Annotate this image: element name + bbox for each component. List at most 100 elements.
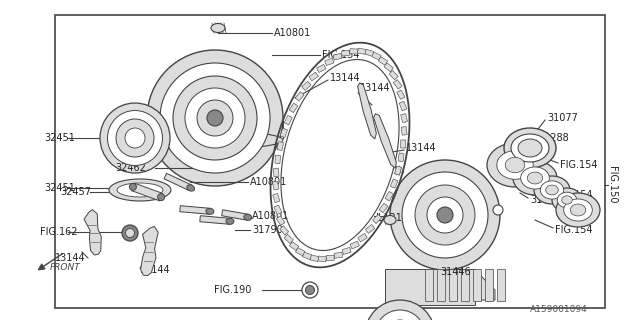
Bar — [395, 166, 401, 175]
Bar — [273, 181, 279, 190]
Polygon shape — [141, 227, 158, 276]
Polygon shape — [401, 152, 402, 162]
Bar — [301, 81, 311, 91]
Ellipse shape — [504, 128, 556, 168]
Circle shape — [147, 50, 283, 186]
Ellipse shape — [540, 181, 564, 199]
Polygon shape — [403, 113, 405, 123]
Bar — [497, 269, 505, 301]
Text: A159001094: A159001094 — [530, 306, 588, 315]
Bar — [401, 127, 407, 135]
Text: FIG.190: FIG.190 — [214, 285, 252, 295]
Polygon shape — [317, 66, 326, 71]
Ellipse shape — [505, 157, 525, 173]
Polygon shape — [350, 243, 359, 247]
Bar — [324, 58, 334, 66]
Bar — [385, 191, 394, 201]
Text: JL1214: JL1214 — [375, 213, 408, 223]
Bar — [399, 101, 407, 111]
Bar — [461, 269, 469, 301]
Bar — [449, 269, 457, 301]
Bar — [277, 142, 284, 150]
Bar — [401, 140, 406, 148]
Ellipse shape — [100, 103, 170, 173]
Bar — [365, 225, 375, 233]
Bar — [295, 92, 304, 101]
Ellipse shape — [557, 192, 577, 208]
Circle shape — [365, 300, 435, 320]
Polygon shape — [395, 80, 401, 88]
Ellipse shape — [305, 285, 314, 294]
Text: 13144: 13144 — [140, 265, 171, 275]
Text: 13144: 13144 — [330, 73, 360, 83]
Text: FIG.162: FIG.162 — [40, 227, 77, 237]
Bar — [358, 234, 367, 242]
Ellipse shape — [187, 185, 195, 191]
Text: FIG.150: FIG.150 — [607, 166, 617, 204]
Polygon shape — [296, 92, 303, 100]
Bar — [275, 155, 280, 164]
Ellipse shape — [157, 194, 164, 201]
Ellipse shape — [125, 128, 145, 148]
Bar — [280, 128, 287, 138]
Text: 13144: 13144 — [55, 253, 86, 263]
Polygon shape — [333, 254, 343, 256]
Text: 31446: 31446 — [440, 267, 470, 277]
Text: 32457: 32457 — [60, 187, 91, 197]
Ellipse shape — [129, 183, 136, 190]
Polygon shape — [390, 72, 397, 79]
Polygon shape — [397, 166, 399, 175]
Polygon shape — [282, 128, 285, 138]
Ellipse shape — [513, 161, 557, 195]
Polygon shape — [365, 51, 374, 54]
Circle shape — [437, 207, 453, 223]
Bar — [333, 53, 342, 60]
Bar — [378, 57, 388, 65]
Bar — [289, 103, 298, 113]
Bar — [372, 214, 381, 224]
Text: 31790: 31790 — [252, 225, 283, 235]
Text: 31288: 31288 — [518, 153, 548, 163]
Bar — [389, 71, 398, 80]
Bar — [342, 247, 351, 254]
Polygon shape — [381, 204, 387, 212]
Bar — [302, 252, 312, 260]
Ellipse shape — [562, 196, 572, 204]
Bar — [425, 269, 433, 301]
Polygon shape — [349, 51, 359, 52]
Text: 31288: 31288 — [538, 133, 569, 143]
Text: FIG.154: FIG.154 — [555, 190, 593, 200]
Polygon shape — [164, 173, 192, 191]
Polygon shape — [385, 64, 392, 70]
Polygon shape — [302, 254, 312, 258]
Polygon shape — [296, 249, 305, 254]
Bar — [398, 153, 404, 162]
Polygon shape — [401, 101, 405, 111]
Circle shape — [197, 100, 233, 136]
Polygon shape — [291, 104, 296, 112]
Polygon shape — [341, 53, 351, 54]
Bar — [395, 166, 401, 175]
Polygon shape — [275, 193, 278, 203]
Circle shape — [375, 310, 425, 320]
Polygon shape — [358, 235, 367, 240]
Polygon shape — [374, 215, 381, 222]
Circle shape — [427, 197, 463, 233]
Bar — [276, 216, 285, 225]
Polygon shape — [303, 83, 310, 89]
Circle shape — [402, 172, 488, 258]
Ellipse shape — [487, 143, 543, 187]
Polygon shape — [324, 60, 334, 64]
Bar — [342, 50, 350, 56]
Polygon shape — [286, 116, 291, 124]
Bar — [280, 226, 289, 235]
Text: 32451: 32451 — [44, 133, 75, 143]
Polygon shape — [278, 216, 284, 225]
Text: 31077: 31077 — [547, 113, 578, 123]
Bar — [390, 179, 398, 188]
Text: FIG.154: FIG.154 — [322, 50, 360, 60]
Polygon shape — [200, 216, 230, 224]
Ellipse shape — [511, 134, 549, 162]
Ellipse shape — [125, 228, 134, 237]
Bar — [384, 63, 394, 72]
